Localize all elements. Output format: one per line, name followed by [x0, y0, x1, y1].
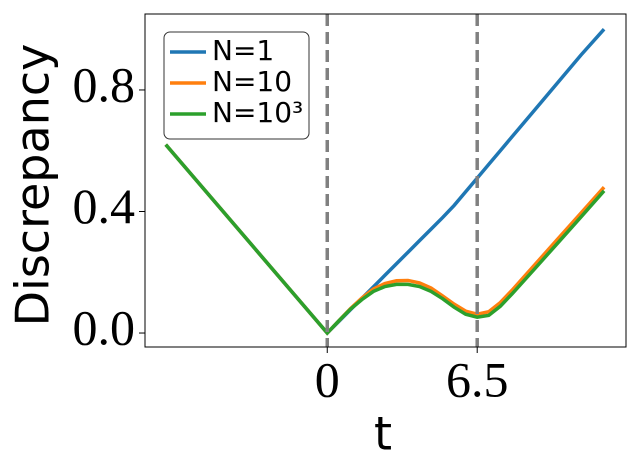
x-tick-label: 0 [315, 351, 340, 407]
plot-frame [144, 13, 627, 348]
x-tick-label: 6.5 [446, 351, 509, 407]
y-axis-label: Discrepancy [6, 44, 60, 327]
legend-label: N=1 [212, 34, 274, 67]
series-line [164, 143, 606, 336]
y-tick-label: 0.0 [73, 299, 136, 355]
legend-label: N=10 [212, 65, 292, 98]
x-axis-label: t [374, 407, 392, 461]
y-tick-label: 0.4 [73, 178, 136, 234]
legend-label: N=10³ [212, 96, 303, 129]
y-tick-label: 0.8 [73, 56, 136, 112]
series-line [164, 143, 606, 336]
